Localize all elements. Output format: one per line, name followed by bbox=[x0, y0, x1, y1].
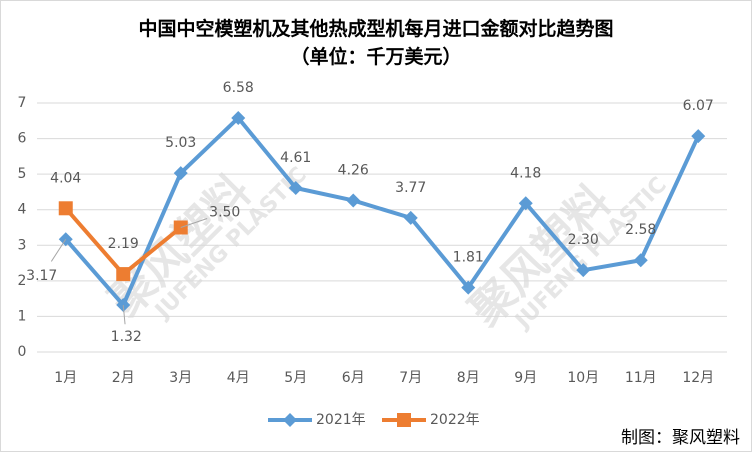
y-tick-label: 1 bbox=[18, 308, 27, 324]
series-line bbox=[64, 115, 701, 308]
legend-label: 2022年 bbox=[430, 412, 480, 428]
x-tick-label: 2月 bbox=[112, 370, 135, 386]
data-label: 2.19 bbox=[108, 236, 139, 252]
x-tick-label: 7月 bbox=[399, 370, 422, 386]
leader-line bbox=[122, 304, 126, 325]
x-tick-label: 3月 bbox=[169, 370, 192, 386]
point bbox=[288, 181, 303, 196]
data-label: 3.77 bbox=[395, 180, 426, 196]
y-tick-label: 5 bbox=[18, 166, 27, 182]
data-label: 3.17 bbox=[26, 268, 57, 284]
legend-marker bbox=[397, 413, 411, 427]
point bbox=[116, 267, 131, 282]
point bbox=[518, 196, 533, 211]
legend-marker bbox=[283, 413, 297, 427]
x-tick-label: 5月 bbox=[284, 370, 307, 386]
data-label: 2.58 bbox=[625, 222, 656, 238]
chart-title: 中国中空模塑机及其他热成型机每月进口金额对比趋势图 bbox=[138, 17, 613, 40]
data-label: 6.07 bbox=[683, 98, 714, 114]
data-label: 4.18 bbox=[510, 165, 541, 181]
point bbox=[403, 210, 418, 225]
x-tick-label: 12月 bbox=[682, 370, 714, 386]
x-tick-label: 4月 bbox=[227, 370, 250, 386]
point bbox=[633, 253, 648, 268]
data-label: 5.03 bbox=[165, 135, 196, 151]
data-label: 4.61 bbox=[280, 150, 311, 166]
x-tick-label: 10月 bbox=[567, 370, 599, 386]
footer: 制图：聚风塑料 bbox=[621, 428, 740, 448]
y-tick-label: 4 bbox=[18, 202, 27, 218]
data-label: 2.30 bbox=[568, 232, 599, 248]
leader-line bbox=[50, 238, 67, 262]
y-tick-label: 7 bbox=[18, 95, 27, 111]
x-tick-label: 1月 bbox=[54, 370, 77, 386]
y-tick-label: 6 bbox=[18, 131, 27, 147]
point bbox=[576, 263, 591, 278]
data-label: 3.50 bbox=[209, 205, 240, 221]
data-label: 1.32 bbox=[111, 329, 142, 345]
point bbox=[461, 280, 476, 295]
y-tick-label: 3 bbox=[18, 237, 27, 253]
data-label: 6.58 bbox=[223, 80, 254, 96]
point bbox=[231, 110, 246, 125]
point bbox=[173, 166, 188, 181]
data-label: 4.04 bbox=[50, 170, 81, 186]
x-tick-label: 9月 bbox=[514, 370, 537, 386]
data-label: 1.81 bbox=[453, 250, 484, 266]
x-tick-label: 11月 bbox=[625, 370, 657, 386]
x-tick-label: 6月 bbox=[342, 370, 365, 386]
point bbox=[346, 193, 361, 208]
y-tick-label: 2 bbox=[18, 273, 27, 289]
x-tick-label: 8月 bbox=[457, 370, 480, 386]
legend-label: 2021年 bbox=[316, 412, 366, 428]
chart-subtitle: （单位：千万美元） bbox=[290, 45, 461, 68]
leader-line bbox=[180, 218, 208, 228]
point bbox=[58, 201, 73, 216]
y-tick-label: 0 bbox=[18, 344, 27, 360]
data-label: 4.26 bbox=[338, 162, 369, 178]
point bbox=[691, 129, 706, 144]
